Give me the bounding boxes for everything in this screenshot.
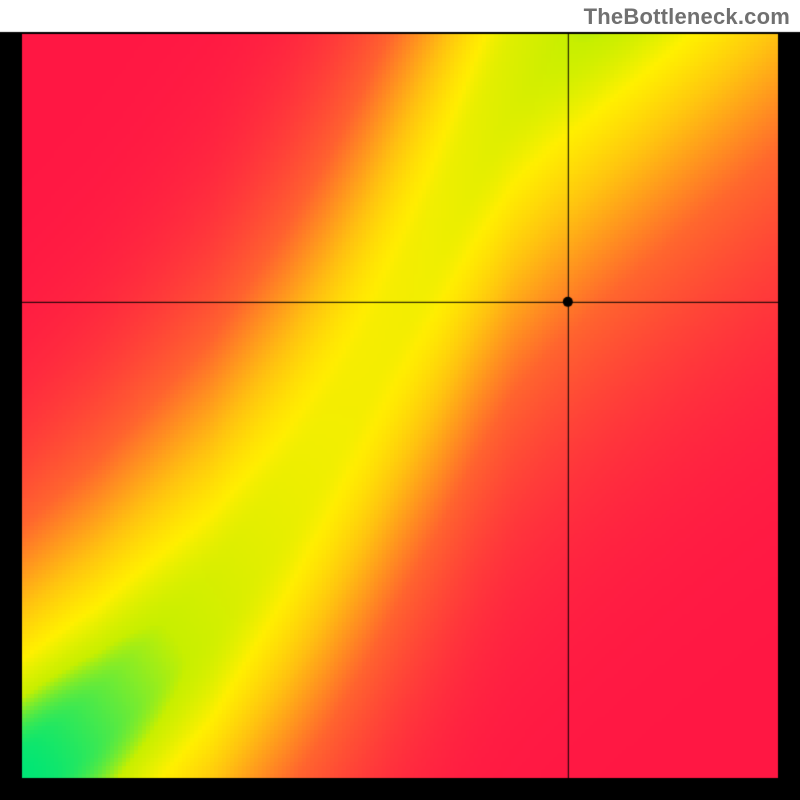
chart-container: TheBottleneck.com — [0, 0, 800, 800]
heatmap-canvas — [0, 0, 800, 800]
watermark-text: TheBottleneck.com — [584, 4, 790, 30]
